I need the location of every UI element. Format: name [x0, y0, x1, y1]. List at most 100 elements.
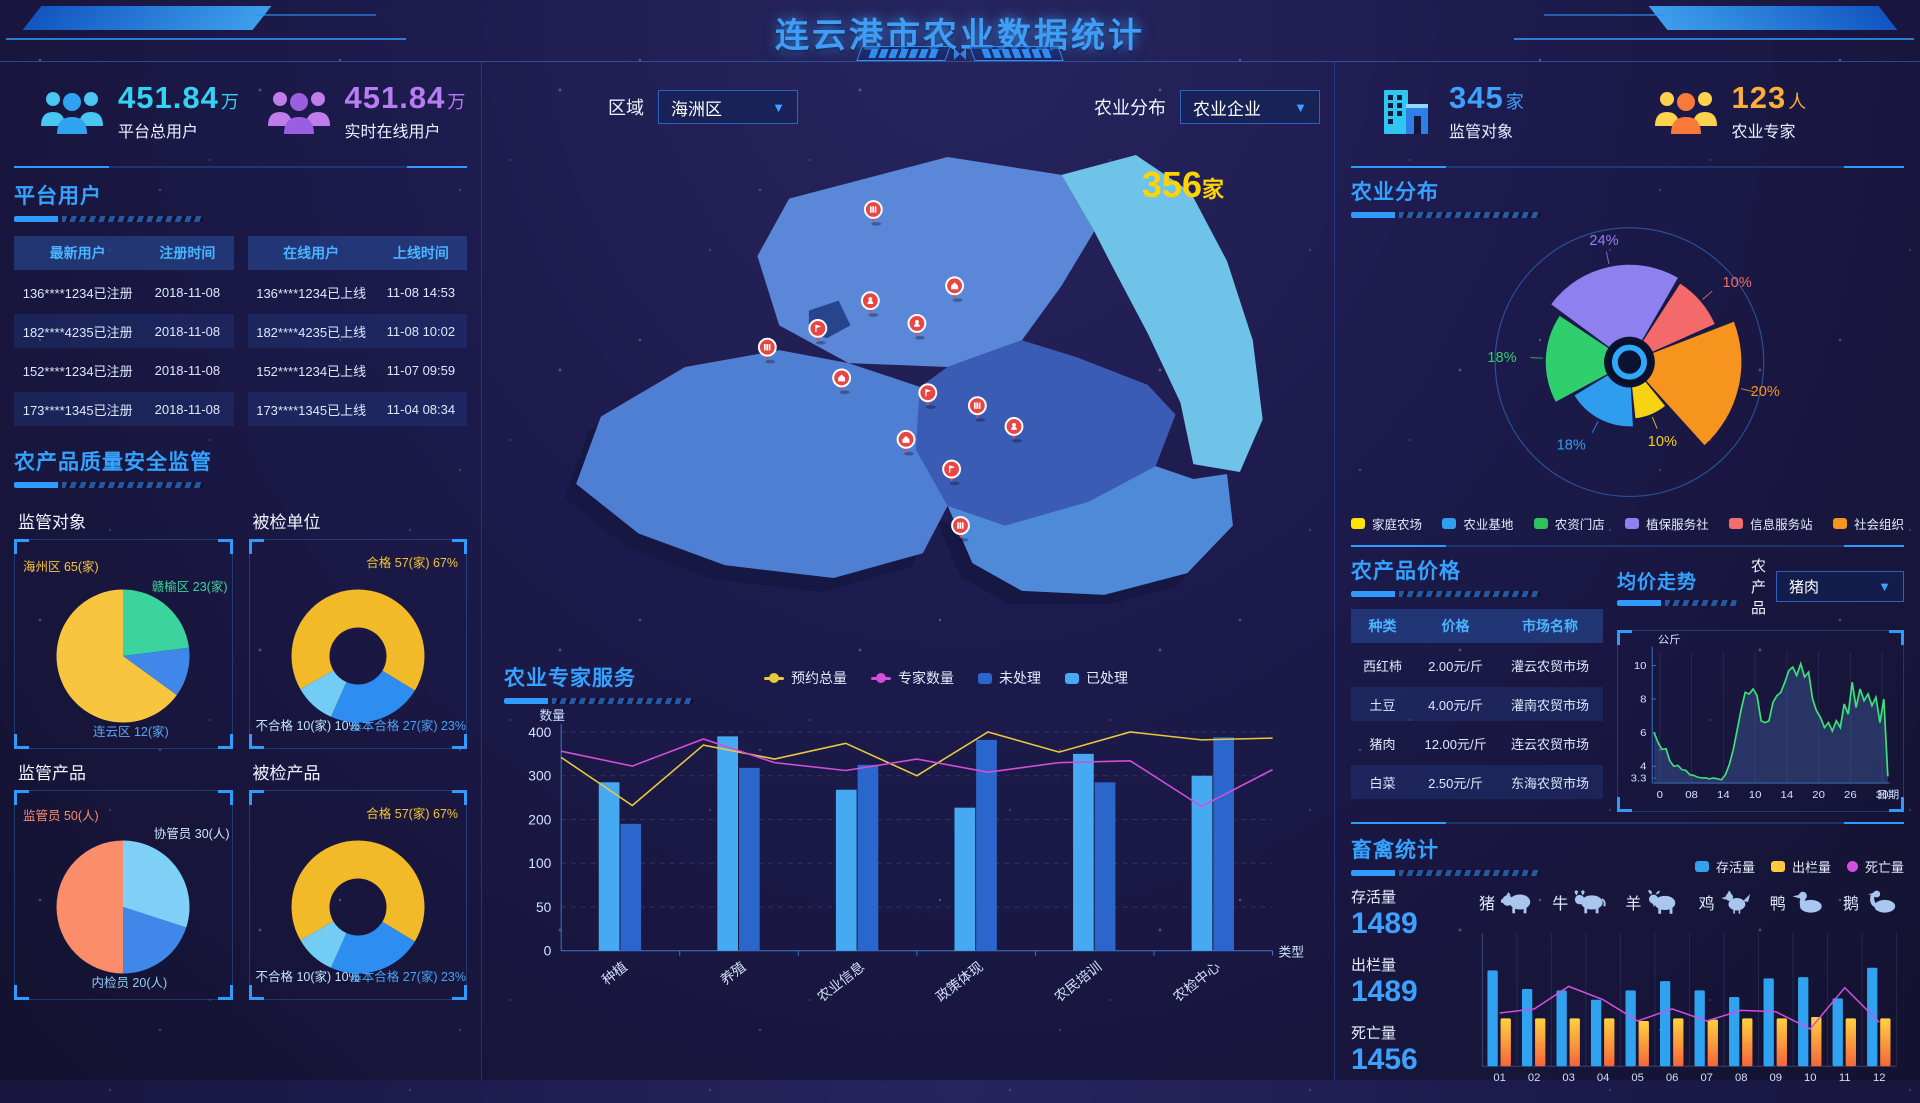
corner-decoration [249, 734, 264, 749]
legend-item[interactable]: 死亡量 [1847, 857, 1904, 876]
bar-已处理 [836, 790, 857, 951]
distribution-dropdown[interactable]: 农业企业 ▼ [1180, 90, 1320, 124]
header: 连云港市农业数据统计 [0, 0, 1920, 62]
legend-item[interactable]: 专家数量 [871, 668, 954, 688]
column-header: 在线用户 [248, 243, 375, 263]
duck-icon [1791, 889, 1825, 915]
table-cell: 2.50元/斤 [1414, 773, 1497, 792]
table-cell: 173****1345已上线 [248, 400, 375, 419]
bar-slaughtered [1639, 1021, 1649, 1066]
legend-swatch [1625, 518, 1639, 529]
legend-label: 预约总量 [791, 668, 847, 688]
bar-alive [1867, 968, 1877, 1066]
animal-cow[interactable]: 牛 [1552, 889, 1607, 915]
legend-swatch [1351, 518, 1365, 529]
chart-title: 被检单位 [253, 508, 468, 533]
legend-item[interactable]: 预约总量 [764, 668, 847, 688]
bar-slaughtered [1673, 1018, 1683, 1066]
bar-alive [1695, 990, 1705, 1066]
corner-decoration [452, 539, 467, 554]
table-cell: 土豆 [1351, 695, 1414, 714]
animal-row: 猪 牛 羊 [1473, 882, 1904, 922]
legend-swatch [1729, 518, 1743, 529]
x-tick-label: 08 [1685, 789, 1698, 800]
goose-icon [1864, 889, 1898, 915]
y-tick-label: 100 [528, 856, 551, 871]
legend-label: 社会组织 [1854, 514, 1904, 533]
corner-decoration [249, 539, 264, 554]
x-tick-label: 20 [1812, 789, 1825, 800]
legend-item[interactable]: 社会组织 [1833, 514, 1904, 533]
region-dropdown[interactable]: 海洲区 ▼ [658, 90, 798, 124]
section-title-quality: 农产品质量安全监管 [14, 446, 467, 476]
legend-item[interactable]: 存活量 [1695, 857, 1755, 876]
corner-decoration [14, 790, 29, 805]
product-dropdown[interactable]: 猪肉 ▼ [1776, 571, 1904, 602]
table-cell: 182****4235已上线 [248, 322, 375, 341]
section-title-distribution: 农业分布 [1351, 176, 1904, 206]
online-users-icon [267, 86, 331, 138]
x-tick-label: 14 [1780, 789, 1793, 800]
section-title-underline [1351, 591, 1541, 597]
legend-item[interactable]: 已处理 [1065, 668, 1128, 688]
animal-pig[interactable]: 猪 [1479, 889, 1534, 915]
divider [1351, 166, 1904, 168]
bar-slaughtered [1535, 1018, 1545, 1066]
legend-item[interactable]: 出栏量 [1771, 857, 1831, 876]
legend-label: 未处理 [999, 668, 1041, 688]
bar-alive [1591, 1000, 1601, 1067]
bar-未处理 [739, 768, 760, 951]
corner-decoration [1617, 630, 1632, 645]
legend-item[interactable]: 信息服务站 [1729, 514, 1813, 533]
legend-swatch [1847, 861, 1858, 872]
pie-slice [291, 841, 424, 942]
bar-alive [1522, 989, 1532, 1066]
table-cell: 2018-11-08 [141, 285, 233, 300]
bar-slaughtered [1708, 1020, 1718, 1067]
district-north[interactable] [757, 157, 1094, 367]
map-count-badge: 356家 [1142, 164, 1224, 206]
stat-alive: 存活量 1489 [1351, 886, 1473, 940]
table-cell: 11-07 09:59 [375, 363, 467, 378]
corner-decoration [452, 985, 467, 1000]
table-cell: 2018-11-08 [141, 363, 233, 378]
city-map: 356家 [482, 136, 1334, 604]
legend-item[interactable]: 家庭农场 [1351, 514, 1422, 533]
section-title-underline [14, 482, 204, 488]
corner-decoration [452, 790, 467, 805]
legend-label: 植保服务社 [1646, 514, 1709, 533]
bar-已处理 [954, 808, 975, 951]
category-label: 农民培训 [1052, 959, 1105, 1005]
supervision-products-pie: 监管员 50(人) 协管员 30(人) 内检员 20(人) [14, 790, 233, 1000]
stat-label: 监管对象 [1449, 118, 1525, 142]
divider [1351, 545, 1904, 547]
legend-item[interactable]: 农业基地 [1442, 514, 1513, 533]
animal-chicken[interactable]: 鸡 [1699, 889, 1752, 915]
distribution-control: 农业分布 农业企业 ▼ [1094, 90, 1320, 124]
bar-alive [1833, 998, 1843, 1066]
legend-item[interactable]: 植保服务社 [1625, 514, 1709, 533]
legend-item[interactable]: 农资门店 [1534, 514, 1605, 533]
animal-goose[interactable]: 鹅 [1843, 889, 1898, 915]
table-cell: 灌南农贸市场 [1497, 695, 1603, 714]
cow-icon [1573, 889, 1607, 915]
legend-item[interactable]: 未处理 [978, 668, 1041, 688]
animal-goat[interactable]: 羊 [1625, 889, 1680, 915]
bar-slaughtered [1604, 1018, 1614, 1066]
legend-swatch [1771, 861, 1785, 872]
rose-percent-label: 20% [1751, 384, 1780, 400]
y-tick-label: 200 [528, 812, 551, 827]
table-header: 种类 价格 市场名称 [1351, 609, 1603, 643]
legend-swatch [1695, 861, 1709, 872]
animal-duck[interactable]: 鸭 [1770, 889, 1825, 915]
bar-alive [1764, 978, 1774, 1066]
table-cell: 2018-11-08 [141, 324, 233, 339]
distribution-rose-chart: 24%10%20%10%18%18% [1351, 220, 1904, 512]
table-cell: 2018-11-08 [141, 402, 233, 417]
month-label: 11 [1839, 1072, 1851, 1084]
